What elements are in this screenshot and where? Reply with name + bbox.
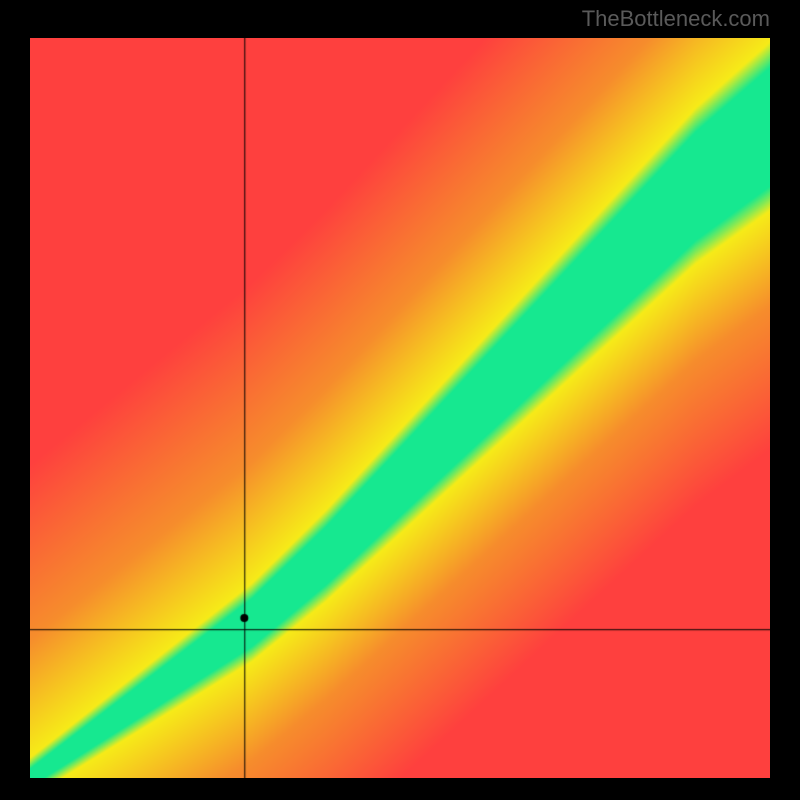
chart-container: TheBottleneck.com	[0, 0, 800, 800]
bottleneck-heatmap	[30, 38, 770, 778]
watermark-text: TheBottleneck.com	[582, 6, 770, 32]
